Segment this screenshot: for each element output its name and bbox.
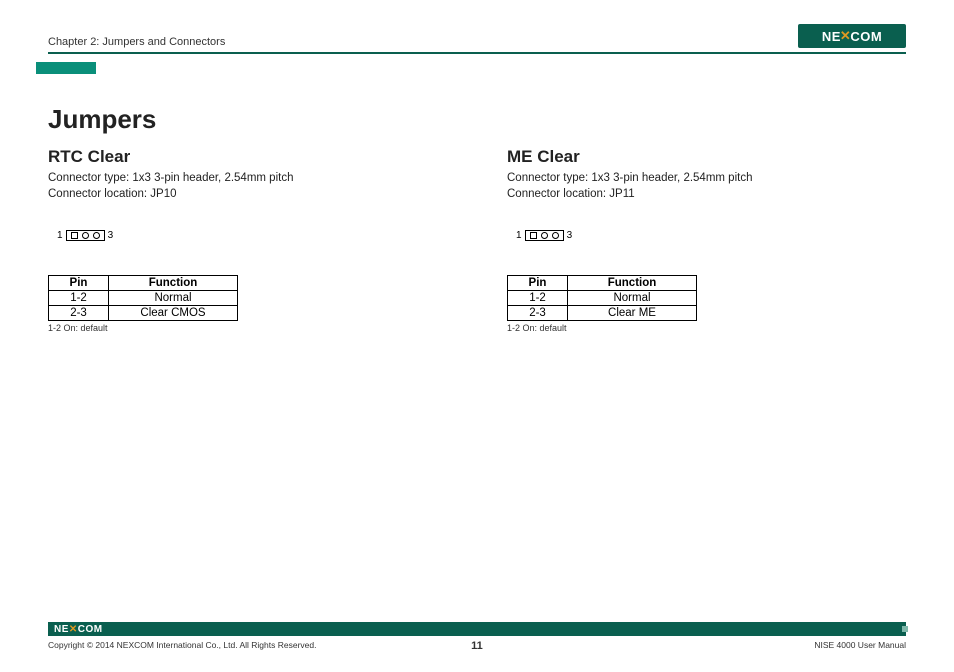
brand-logo-footer: NE✕COM [48, 624, 103, 635]
cell-pin: 1-2 [49, 291, 109, 306]
table-row: 1-2 Normal [49, 291, 238, 306]
pin-label-left: 1 [516, 230, 522, 241]
pin-header-box [66, 230, 105, 241]
brand-logo-top: NE✕COM [798, 24, 906, 48]
pin-2-icon [541, 232, 548, 239]
pin-header-box [525, 230, 564, 241]
table-row: 1-2 Normal [508, 291, 697, 306]
table-header-pin: Pin [49, 276, 109, 291]
table-row: 2-3 Clear ME [508, 306, 697, 321]
table-row: 2-3 Clear CMOS [49, 306, 238, 321]
pin-label-right: 3 [108, 230, 114, 241]
table-note: 1-2 On: default [48, 323, 447, 333]
page-title: Jumpers [48, 104, 906, 135]
pin-label-right: 3 [567, 230, 573, 241]
section-rtc-clear: RTC Clear Connector type: 1x3 3-pin head… [48, 147, 447, 333]
table-header-function: Function [568, 276, 697, 291]
pin-diagram: 1 3 [513, 230, 906, 241]
pin-diagram: 1 3 [54, 230, 447, 241]
cell-pin: 2-3 [49, 306, 109, 321]
connector-type: Connector type: 1x3 3-pin header, 2.54mm… [48, 171, 447, 187]
pin-label-left: 1 [57, 230, 63, 241]
cell-function: Clear ME [568, 306, 697, 321]
header-divider [48, 52, 906, 54]
accent-block [36, 62, 96, 74]
connector-type: Connector type: 1x3 3-pin header, 2.54mm… [507, 171, 906, 187]
cell-function: Normal [568, 291, 697, 306]
table-header-function: Function [109, 276, 238, 291]
table-note: 1-2 On: default [507, 323, 906, 333]
section-heading: ME Clear [507, 147, 906, 167]
cell-function: Clear CMOS [109, 306, 238, 321]
cell-pin: 1-2 [508, 291, 568, 306]
footer-bar: NE✕COM [48, 622, 906, 636]
chapter-label: Chapter 2: Jumpers and Connectors [48, 36, 225, 48]
pin-3-icon [552, 232, 559, 239]
connector-location: Connector location: JP11 [507, 187, 906, 203]
pin-3-icon [93, 232, 100, 239]
pin-2-icon [82, 232, 89, 239]
page-number: 11 [48, 640, 906, 652]
table-header-pin: Pin [508, 276, 568, 291]
section-me-clear: ME Clear Connector type: 1x3 3-pin heade… [507, 147, 906, 333]
connector-location: Connector location: JP10 [48, 187, 447, 203]
pin-1-icon [530, 232, 537, 239]
cell-pin: 2-3 [508, 306, 568, 321]
footer-decoration-icon [902, 626, 908, 632]
section-heading: RTC Clear [48, 147, 447, 167]
pin-1-icon [71, 232, 78, 239]
cell-function: Normal [109, 291, 238, 306]
pin-function-table: Pin Function 1-2 Normal 2-3 Clear CMOS [48, 275, 238, 321]
pin-function-table: Pin Function 1-2 Normal 2-3 Clear ME [507, 275, 697, 321]
